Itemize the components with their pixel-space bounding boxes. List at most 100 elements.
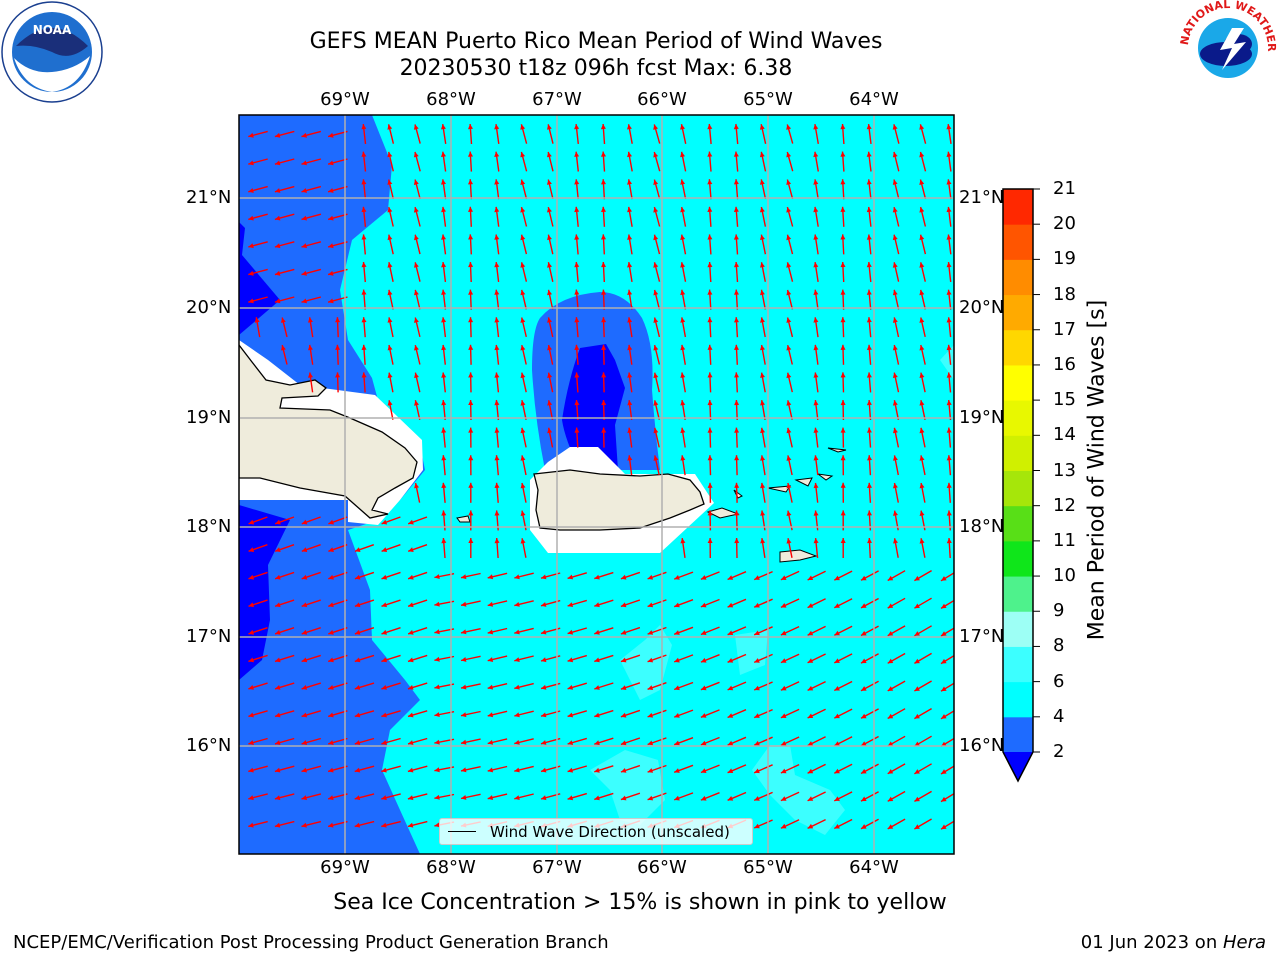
wave-direction-arrowhead: [468, 317, 474, 323]
colorbar-segment: [1003, 505, 1033, 542]
wave-direction-arrowhead: [301, 215, 307, 221]
wave-direction-arrowhead: [647, 768, 654, 773]
wave-direction-arrowhead: [567, 712, 574, 718]
wave-direction-arrowhead: [734, 372, 739, 378]
lat-label-right: 21°N: [959, 187, 1005, 208]
wave-direction-arrowhead: [381, 602, 387, 608]
wave-direction-arrowhead: [780, 713, 787, 718]
wave-direction-arrowhead: [413, 124, 419, 130]
wave-direction-arrowhead: [760, 289, 765, 296]
wave-direction-arrowhead: [892, 400, 898, 406]
colorbar-tick-label: 9: [1053, 600, 1065, 622]
wave-direction-arrowhead: [434, 574, 440, 579]
wave-direction-arrowhead: [520, 345, 526, 351]
wave-direction-arrowhead: [361, 344, 367, 350]
wave-direction-arrowhead: [700, 795, 707, 801]
wave-direction-arrowhead: [274, 215, 281, 221]
wave-direction-arrowhead: [494, 482, 500, 488]
wave-direction-arrowhead: [361, 372, 367, 378]
wave-direction-arrowhead: [919, 289, 925, 296]
lat-label-right: 17°N: [959, 626, 1005, 647]
wave-direction-arrowhead: [680, 372, 686, 378]
wave-period-6-8-patch: [735, 630, 768, 675]
map-frame: [238, 114, 955, 855]
wave-direction-arrowhead: [674, 713, 680, 718]
wave-direction-arrowhead: [627, 372, 633, 378]
wave-direction-arrowhead: [601, 179, 606, 185]
wave-direction-arrowhead: [707, 372, 713, 378]
wave-direction-arrowhead: [354, 712, 361, 718]
wave-direction-arrowhead: [786, 510, 792, 516]
wave-direction-arrowhead: [892, 317, 898, 323]
wave-direction-arrowhead: [754, 630, 760, 636]
wave-direction-arrowhead: [733, 124, 739, 130]
wave-direction-arrowhead: [408, 685, 414, 690]
wave-direction-arrowhead: [861, 603, 867, 608]
wave-direction-arrowhead: [274, 243, 281, 249]
wave-direction-arrowhead: [541, 684, 547, 690]
wave-direction-arrowhead: [487, 684, 494, 690]
wave-direction-arrowhead: [413, 179, 419, 185]
wave-direction-arrowhead: [275, 547, 281, 552]
wave-direction-arrowhead: [567, 574, 574, 580]
wave-direction-arrowhead: [919, 400, 925, 406]
wave-direction-arrowhead: [594, 685, 600, 690]
colorbar-label: Mean Period of Wind Waves [s]: [1084, 299, 1110, 641]
wave-direction-arrowhead: [734, 427, 740, 433]
lat-label-left: 20°N: [186, 297, 232, 318]
wave-direction-arrowhead: [653, 262, 659, 268]
wave-direction-arrowhead: [680, 124, 685, 130]
wave-direction-arrowhead: [893, 427, 898, 434]
wave-direction-arrowhead: [700, 740, 707, 746]
wave-direction-arrowhead: [407, 822, 414, 828]
wave-direction-arrowhead: [627, 234, 633, 240]
wave-direction-arrowhead: [381, 712, 387, 718]
wave-direction-arrowhead: [361, 124, 367, 130]
wave-direction-arrowhead: [941, 714, 947, 719]
wave-direction-arrowhead: [461, 684, 467, 690]
colorbar-segment: [1003, 540, 1033, 577]
colorbar-segment: [1003, 189, 1033, 225]
wave-direction-arrowhead: [700, 685, 707, 691]
wave-direction-arrowhead: [248, 767, 254, 773]
wave-direction-arrowhead: [407, 767, 414, 773]
wave-direction-arrowhead: [733, 206, 739, 212]
wave-direction-arrowhead: [861, 796, 867, 802]
wave-direction-arrowhead: [807, 630, 814, 636]
wave-direction-arrowhead: [786, 455, 792, 461]
wave-direction-arrowhead: [919, 483, 925, 489]
wave-direction-arrowhead: [734, 482, 740, 488]
wave-direction-arrowhead: [387, 317, 393, 323]
wave-direction-arrowhead: [946, 179, 952, 185]
wave-direction-arrowhead: [547, 151, 552, 158]
wave-direction-arrowhead: [680, 538, 686, 544]
wave-direction-arrowhead: [759, 207, 765, 213]
wave-direction-arrowhead: [893, 510, 898, 516]
wave-direction-arrowhead: [354, 602, 361, 608]
wave-direction-arrowhead: [547, 124, 552, 130]
wave-direction-arrowhead: [941, 576, 947, 581]
wave-direction-arrowhead: [248, 795, 254, 801]
wave-direction-arrowhead: [520, 179, 526, 185]
wave-direction-arrowhead: [620, 685, 627, 690]
wave-direction-arrowhead: [813, 234, 819, 240]
lat-label-right: 18°N: [959, 516, 1005, 537]
wave-direction-arrowhead: [274, 270, 281, 276]
wave-direction-arrowhead: [520, 124, 526, 130]
colorbar-tick-label: 6: [1053, 670, 1065, 692]
wave-direction-arrowhead: [813, 400, 819, 406]
wave-direction-arrowhead: [946, 455, 952, 461]
colorbar-tick-label: 21: [1053, 178, 1076, 199]
wave-direction-arrowhead: [335, 372, 341, 378]
wave-direction-arrowhead: [867, 538, 872, 544]
wave-direction-arrowhead: [574, 179, 580, 185]
wave-direction-arrowhead: [834, 686, 840, 691]
wave-direction-arrowhead: [813, 427, 819, 433]
wave-direction-arrowhead: [734, 262, 739, 268]
wave-direction-arrowhead: [674, 795, 680, 801]
colorbar-tick-label: 13: [1053, 459, 1076, 481]
wave-direction-arrowhead: [541, 602, 547, 607]
wave-direction-arrowhead: [727, 740, 734, 746]
wave-direction-arrowhead: [893, 483, 898, 489]
wave-direction-arrowhead: [840, 455, 846, 461]
